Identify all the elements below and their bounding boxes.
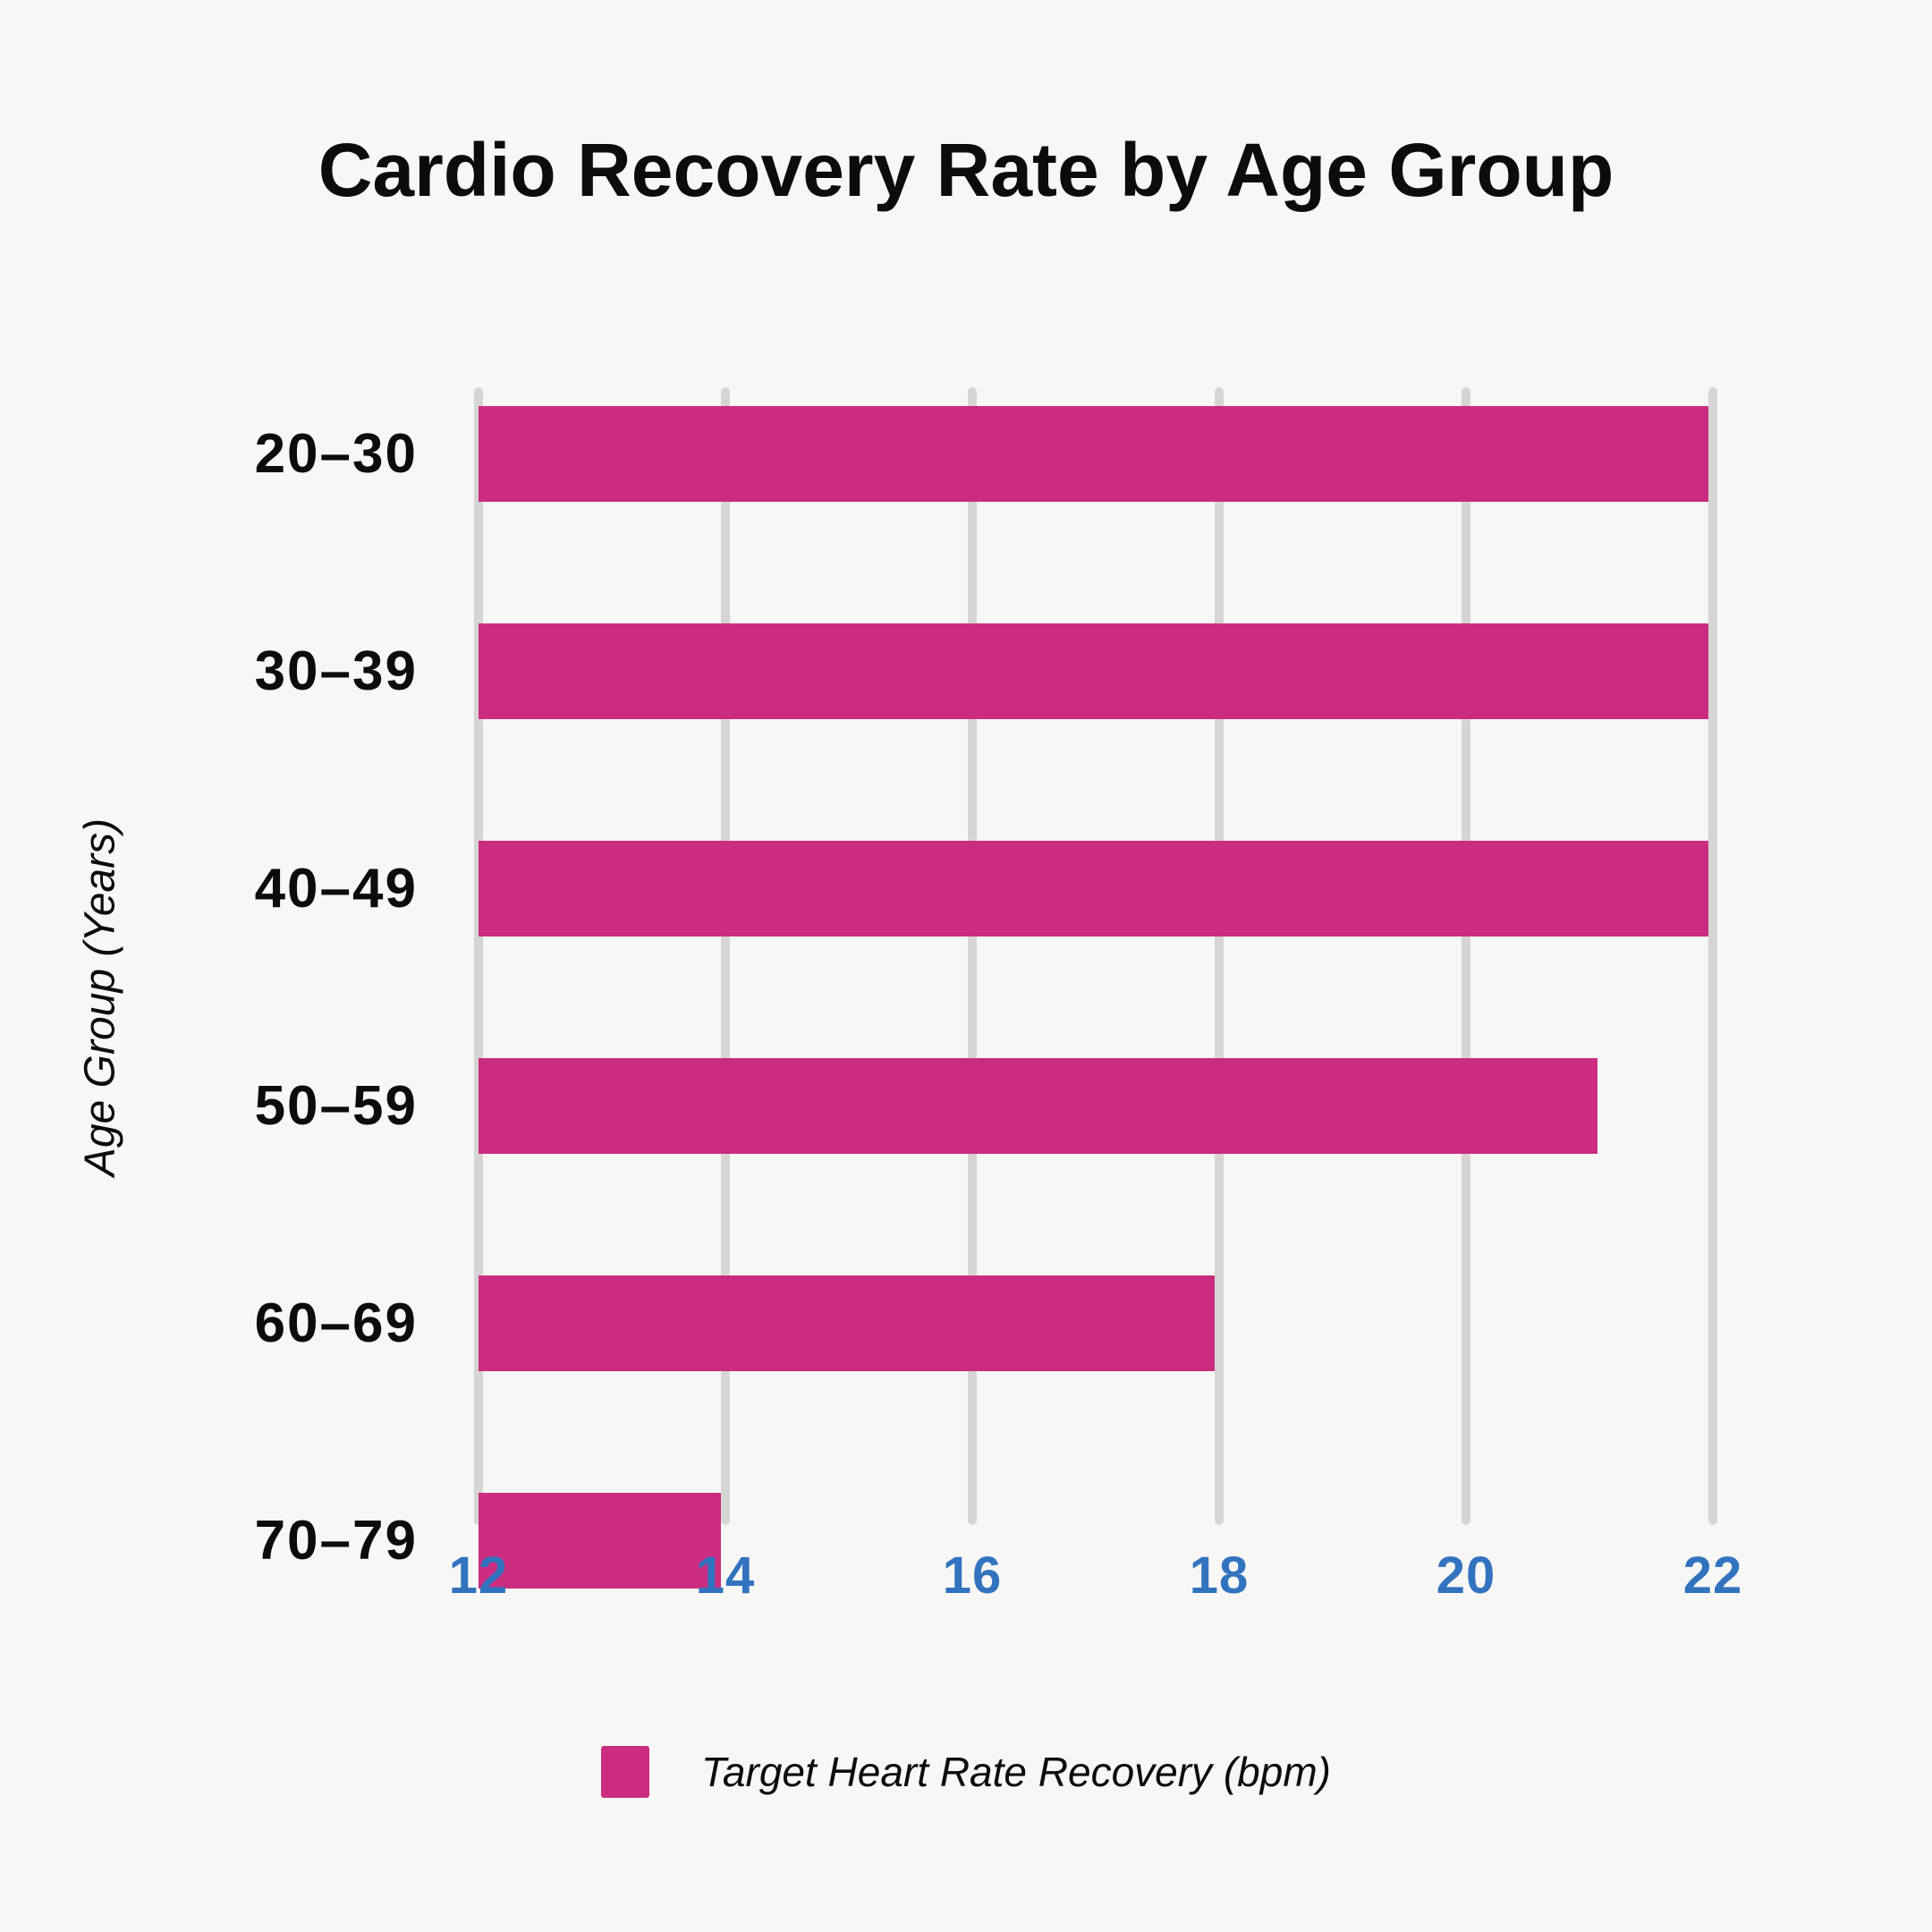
y-tick-label: 70–79: [254, 1510, 418, 1572]
y-tick-label-row: 40–49: [0, 841, 418, 1039]
chart-title: Cardio Recovery Rate by Age Group: [318, 128, 1614, 212]
y-tick-label: 40–49: [254, 858, 418, 919]
gridlines-layer: [474, 387, 1717, 1525]
y-tick-label-row: 20–30: [0, 406, 418, 605]
gridline-14: [721, 387, 730, 1525]
gridline-18: [1215, 387, 1224, 1525]
gridline-16: [968, 387, 977, 1525]
bar-20–30: [479, 406, 1708, 502]
y-tick-label-row: 30–39: [0, 623, 418, 822]
legend-label: Target Heart Rate Recovery (bpm): [701, 1749, 1331, 1795]
x-tick-label-14: 14: [695, 1546, 756, 1605]
bar-40–49: [479, 841, 1708, 936]
gridline-12: [474, 387, 483, 1525]
x-tick-label-22: 22: [1682, 1546, 1743, 1605]
x-tick-label-16: 16: [942, 1546, 1003, 1605]
x-tick-label-18: 18: [1189, 1546, 1250, 1605]
x-tick-label-12: 12: [448, 1546, 509, 1605]
y-tick-label: 30–39: [254, 640, 418, 702]
y-tick-label-row: 60–69: [0, 1275, 418, 1474]
bar-row: [479, 1275, 1713, 1474]
legend-swatch: [601, 1746, 650, 1798]
y-tick-label: 20–30: [254, 423, 418, 485]
bar-row: [479, 1058, 1713, 1257]
bar-60–69: [479, 1275, 1215, 1371]
bar-30–39: [479, 623, 1708, 719]
bar-row: [479, 1493, 1713, 1691]
legend: Target Heart Rate Recovery (bpm): [0, 1746, 1932, 1798]
gridline-20: [1462, 387, 1470, 1525]
gridline-22: [1708, 387, 1717, 1525]
y-tick-label: 60–69: [254, 1292, 418, 1354]
x-tick-label-20: 20: [1436, 1546, 1496, 1605]
bar-row: [479, 406, 1713, 605]
y-axis-labels: 20–30 30–39 40–49 50–59 60–69 70–79: [0, 387, 418, 1579]
bar-row: [479, 623, 1713, 822]
y-tick-label-row: 50–59: [0, 1058, 418, 1257]
bar-50–59: [479, 1058, 1597, 1154]
x-axis-ticks: 12 14 16 18 20 22: [449, 1546, 1742, 1617]
plot-area: [479, 387, 1713, 1589]
bar-70–79: [479, 1493, 721, 1589]
y-tick-label: 50–59: [254, 1075, 418, 1137]
y-tick-label-row: 70–79: [0, 1493, 418, 1691]
bar-row: [479, 841, 1713, 1039]
